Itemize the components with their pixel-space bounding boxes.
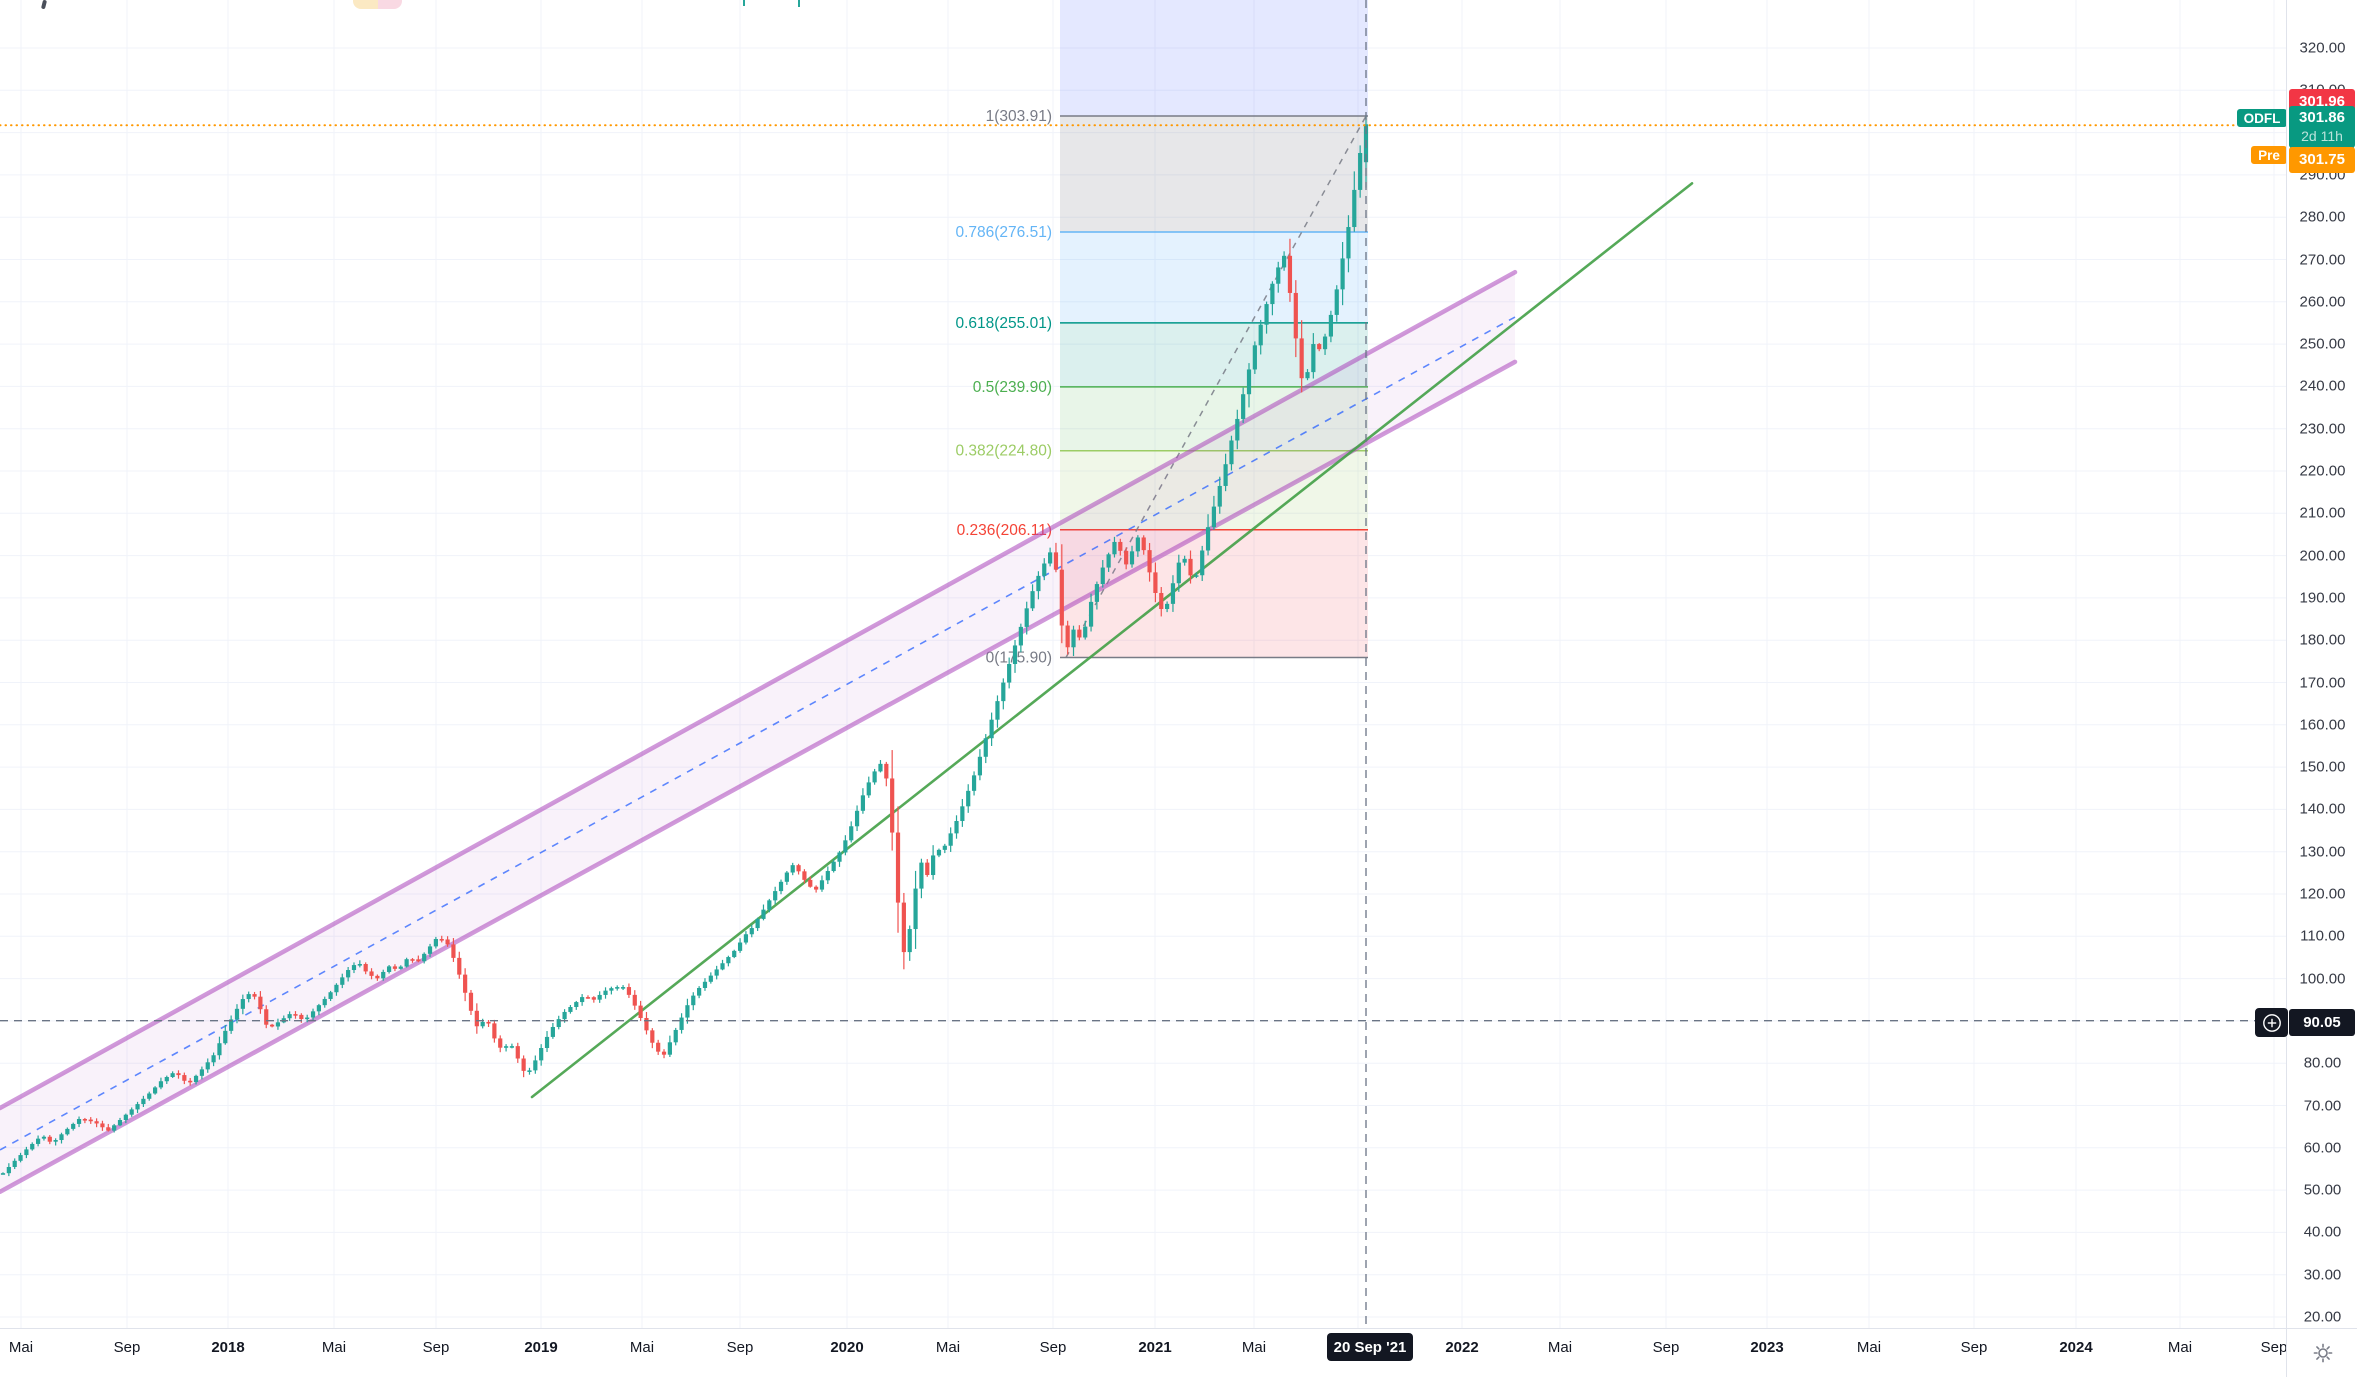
price-axis-label: 80.00 <box>2303 1054 2342 1072</box>
cut-toolbar-fragment <box>353 0 402 9</box>
fib-level-lines <box>1060 115 1368 659</box>
fib-label: 0.5(239.90) <box>973 379 1052 396</box>
symbol-price-pill: ODFL <box>2237 109 2286 127</box>
time-axis-month-label: Mai <box>1547 1339 1573 1356</box>
price-axis-label: 320.00 <box>2299 39 2346 57</box>
parallel-channel <box>0 269 1518 1195</box>
price-axis-label: 250.00 <box>2299 335 2346 353</box>
price-axis-label: 170.00 <box>2299 674 2346 691</box>
crosshair-date-badge: 20 Sep '21 <box>1327 1333 1413 1361</box>
axis-settings-corner[interactable] <box>2286 1328 2357 1377</box>
crosshair-price-badge: 90.05 <box>2289 1009 2355 1036</box>
price-axis-label: 210.00 <box>2299 504 2346 522</box>
price-axis-label: 200.00 <box>2299 547 2346 565</box>
premarket-pill: Pre <box>2251 146 2286 164</box>
fib-label: 0(175.90) <box>986 650 1052 667</box>
time-axis-month-label: Sep <box>726 1339 754 1356</box>
candles <box>0 116 1369 1177</box>
price-axis-label: 160.00 <box>2299 716 2346 734</box>
time-axis-year-label: 2018 <box>211 1339 245 1356</box>
price-axis-label: 140.00 <box>2299 800 2346 818</box>
time-axis-month-label: Mai <box>629 1339 655 1356</box>
fragment-right <box>377 0 402 9</box>
add-alert-plus-button[interactable] <box>2255 1008 2288 1037</box>
time-axis-month-label: Mai <box>2167 1339 2193 1356</box>
fib-label: 0.382(224.80) <box>955 443 1052 460</box>
symbol-price-badge: 301.86 2d 11h <box>2289 106 2355 148</box>
time-axis-month-label: Sep <box>1960 1339 1988 1356</box>
time-axis-month-label: Mai <box>1856 1339 1882 1356</box>
price-axis-label: 50.00 <box>2303 1181 2342 1199</box>
crosshair-lines <box>0 0 2286 1328</box>
price-axis-label: 180.00 <box>2299 631 2346 649</box>
time-axis-year-label: 2021 <box>1138 1339 1172 1356</box>
symbol-price-value: 301.86 <box>2299 109 2345 126</box>
price-axis-label: 130.00 <box>2299 843 2346 861</box>
price-axis-label: 120.00 <box>2299 885 2346 903</box>
price-axis-label: 260.00 <box>2299 293 2346 311</box>
price-axis-label: 60.00 <box>2303 1139 2342 1157</box>
time-axis-month-label: Mai <box>8 1339 34 1356</box>
time-axis-month-label: Sep <box>2260 1339 2288 1356</box>
price-axis-label: 70.00 <box>2303 1097 2342 1114</box>
fib-label: 1(303.91) <box>986 108 1052 125</box>
price-axis-label: 190.00 <box>2299 589 2346 607</box>
time-axis-year-label: 2023 <box>1750 1339 1784 1356</box>
bar-countdown: 2d 11h <box>2301 128 2343 144</box>
fragment-left <box>353 0 378 9</box>
price-axis-label: 280.00 <box>2299 208 2346 226</box>
price-axis[interactable]: 320.00310.00300.00290.00280.00270.00260.… <box>2286 0 2357 1328</box>
plus-circle-icon <box>2262 1013 2281 1032</box>
gear-icon[interactable] <box>2311 1341 2335 1365</box>
price-axis-label: 270.00 <box>2299 251 2346 268</box>
time-axis-year-label: 2022 <box>1445 1339 1479 1356</box>
price-axis-label: 100.00 <box>2299 970 2346 988</box>
time-axis-month-label: Sep <box>1039 1339 1067 1356</box>
candlestick-chart: 1(303.91) 0.786(276.51) 0.618(255.01) 0.5(2… <box>0 0 2286 1328</box>
time-axis-month-label: Sep <box>422 1339 450 1356</box>
price-axis-label: 40.00 <box>2303 1223 2342 1241</box>
price-axis-label: 240.00 <box>2299 377 2346 395</box>
grid-lines <box>0 0 2286 1328</box>
time-axis-year-label: 2019 <box>524 1339 558 1356</box>
time-axis-year-label: 2024 <box>2059 1339 2093 1356</box>
time-axis-month-label: Sep <box>113 1339 141 1356</box>
fib-level-labels: 1(303.91) 0.786(276.51) 0.618(255.01) 0.5(2… <box>955 108 1052 666</box>
green-trendline <box>530 182 1694 1099</box>
time-axis-month-label: Mai <box>935 1339 961 1356</box>
price-axis-label: 20.00 <box>2303 1308 2342 1326</box>
time-axis-month-label: Mai <box>1241 1339 1267 1356</box>
time-axis-year-label: 2020 <box>830 1339 864 1356</box>
top-edge-artifacts <box>743 0 800 7</box>
price-axis-label: 150.00 <box>2299 758 2346 776</box>
price-axis-label: 220.00 <box>2299 462 2346 480</box>
time-axis-month-label: Sep <box>1652 1339 1680 1356</box>
fib-retracement-bands <box>1060 0 1368 658</box>
price-axis-label: 230.00 <box>2299 420 2346 438</box>
price-axis-label: 30.00 <box>2303 1266 2342 1284</box>
chart-pane[interactable]: 1(303.91) 0.786(276.51) 0.618(255.01) 0.5(2… <box>0 0 2286 1328</box>
fib-label: 0.618(255.01) <box>955 315 1052 332</box>
time-axis[interactable]: Sep Mai 2024 Sep Mai 2023 Sep Mai 2022 Mai 2021 Sep… <box>0 1328 2357 1377</box>
price-axis-label: 110.00 <box>2300 927 2345 945</box>
fib-label: 0.236(206.11) <box>957 522 1052 539</box>
premarket-price-badge: 301.75 <box>2289 147 2355 173</box>
time-axis-month-label: Mai <box>321 1339 347 1356</box>
fib-label: 0.786(276.51) <box>955 224 1052 241</box>
